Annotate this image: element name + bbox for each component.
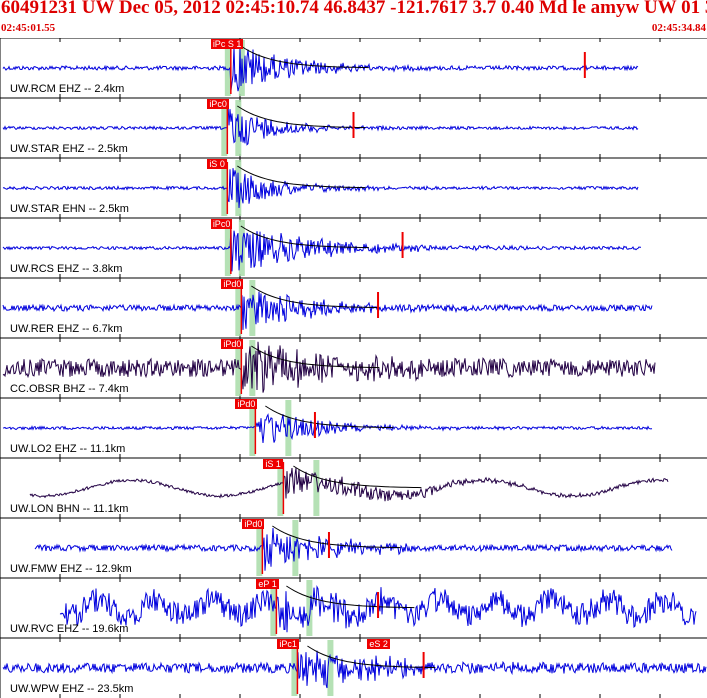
trace-label: UW.RCS EHZ -- 3.8km <box>10 263 123 275</box>
trace-row <box>0 457 707 518</box>
coda-curve <box>265 405 394 429</box>
trace-row <box>0 37 707 98</box>
pick-window <box>235 340 242 396</box>
waveform <box>2 227 641 272</box>
pick-label: iPc0 <box>210 219 233 229</box>
coda-curve <box>286 585 415 609</box>
trace-row <box>0 517 707 578</box>
trace-label: UW.STAR EHZ -- 2.5km <box>10 143 128 155</box>
trace-label: UW.WPW EHZ -- 23.5km <box>10 683 134 695</box>
time-end: 02:45:34.84 <box>651 22 706 34</box>
waveform <box>34 527 673 571</box>
event-header: 60491231 UW Dec 05, 2012 02:45:10.74 46.… <box>0 0 707 38</box>
pick-window <box>224 40 231 96</box>
waveform <box>29 467 669 502</box>
pick-window <box>277 460 284 516</box>
trace-label: UW.RVC EHZ -- 19.6km <box>10 623 129 635</box>
pick-window <box>313 460 320 516</box>
trace-label: UW.LON BHN -- 11.1km <box>10 503 129 515</box>
pick-window <box>306 580 313 636</box>
pick-label: iS 0 <box>207 159 227 169</box>
waveform <box>2 103 639 146</box>
trace-row <box>0 217 707 278</box>
pick-window <box>221 160 228 216</box>
pick-window <box>292 520 299 576</box>
pick-window <box>291 640 298 696</box>
trace-label: CC.OBSR BHZ -- 7.4km <box>10 383 129 395</box>
trace-row <box>0 157 707 218</box>
waveform <box>2 168 639 208</box>
coda-curve <box>251 285 380 309</box>
pick-label: eP 1 <box>256 579 279 589</box>
coda-curve <box>251 345 380 369</box>
trace-row <box>0 277 707 338</box>
trace-label: UW.LO2 EHZ -- 11.1km <box>10 443 126 455</box>
time-start: 02:45:01.55 <box>1 22 56 34</box>
trace-label: UW.FMW EHZ -- 12.9km <box>10 563 132 575</box>
pick-window <box>285 400 292 456</box>
pick-label: iPd0 <box>221 339 244 349</box>
pick-label: iPc S 1 <box>210 39 244 49</box>
waveform <box>2 413 653 443</box>
coda-curve <box>272 525 401 549</box>
trace-row <box>0 397 707 458</box>
pick-label: iPd0 <box>242 519 265 529</box>
pick-label: eS 2 <box>367 639 390 649</box>
coda-curve <box>240 45 369 69</box>
coda-curve <box>293 465 422 489</box>
coda-curve <box>237 165 366 189</box>
pick-label: iPd0 <box>235 399 258 409</box>
coda-curve <box>307 645 436 669</box>
coda-curve <box>240 225 369 249</box>
trace-row <box>0 577 707 638</box>
pick-label: iPc1 <box>277 639 299 649</box>
trace-label: UW.RER EHZ -- 6.7km <box>10 323 123 335</box>
trace-row <box>0 97 707 158</box>
trace-label: UW.STAR EHN -- 2.5km <box>10 203 129 215</box>
pick-window <box>238 220 245 276</box>
waveform <box>2 291 653 330</box>
coda-curve <box>237 105 366 129</box>
event-title: 60491231 UW Dec 05, 2012 02:45:10.74 46.… <box>1 0 707 18</box>
pick-label: iPd0 <box>221 279 244 289</box>
pick-label: iS 1 <box>263 459 283 469</box>
trace-row <box>0 637 707 698</box>
pick-window <box>327 640 334 696</box>
pick-label: iPc0 <box>207 99 229 109</box>
waveform <box>2 46 639 92</box>
trace-label: UW.RCM EHZ -- 2.4km <box>10 83 125 95</box>
trace-row <box>0 337 707 398</box>
